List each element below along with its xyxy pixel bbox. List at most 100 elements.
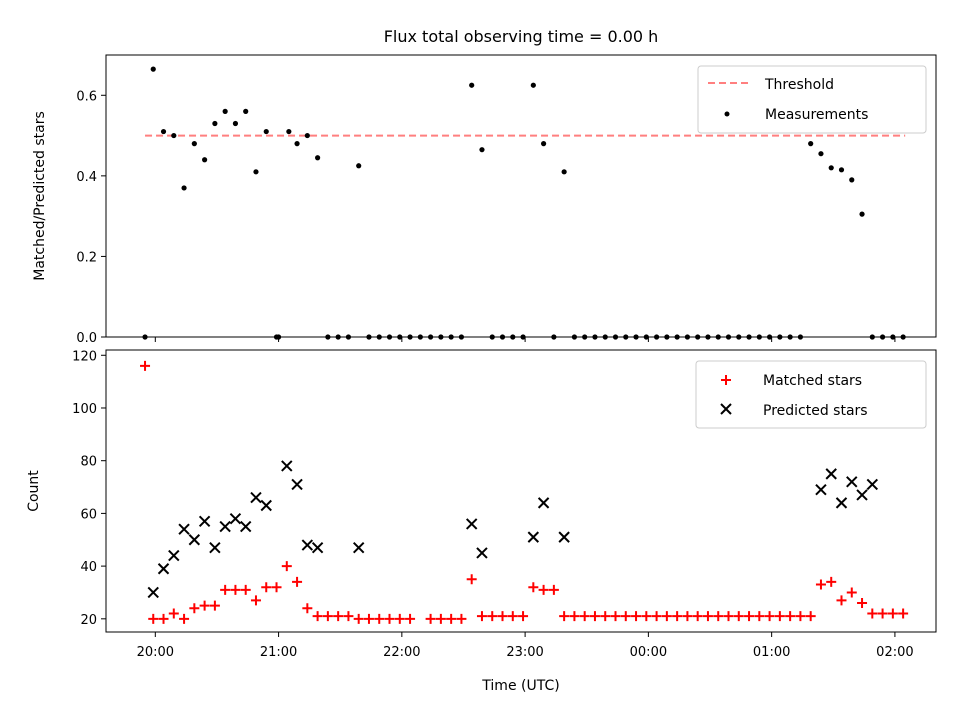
matched-star-point [435, 613, 446, 624]
matched-star-point [805, 611, 816, 622]
measurement-point [664, 334, 670, 340]
measurement-point [499, 334, 506, 340]
top-y-tick-label: 0.2 [76, 250, 97, 265]
matched-star-point [250, 595, 261, 606]
legend-predicted-swatch [720, 403, 732, 415]
predicted-star-point [856, 489, 868, 501]
matched-star-point [579, 611, 590, 622]
matched-star-point [363, 613, 374, 624]
top-y-tick-label: 0.0 [76, 331, 97, 346]
bottom-x-tick-label: 23:00 [506, 645, 543, 660]
predicted-star-point [846, 476, 858, 488]
measurement-point [725, 334, 732, 340]
matched-star-point [682, 611, 693, 622]
matched-star-point [405, 613, 416, 624]
measurement-point [838, 167, 845, 173]
matched-star-point [702, 611, 713, 622]
matched-star-point [374, 613, 385, 624]
predicted-star-point [250, 491, 262, 504]
top-plot-marks [142, 66, 906, 340]
measurement-point [489, 334, 495, 340]
matched-star-point [887, 608, 898, 619]
measurement-point [623, 334, 629, 340]
measurement-point [160, 128, 167, 135]
matched-star-point [497, 611, 508, 622]
measurement-point [561, 169, 567, 175]
measurement-point [808, 141, 814, 147]
matched-star-point [672, 611, 683, 622]
measurement-point [458, 334, 465, 340]
measurement-point [150, 66, 156, 72]
matched-star-point [292, 576, 303, 587]
predicted-star-point [281, 460, 293, 472]
measurement-point [142, 334, 148, 340]
matched-star-point [610, 611, 621, 622]
measurement-point [366, 334, 372, 340]
matched-star-point [394, 613, 405, 624]
predicted-star-point [168, 549, 180, 562]
matched-star-point [764, 611, 775, 622]
legend-measurements-label: Measurements [765, 107, 868, 123]
measurement-point [438, 334, 444, 340]
bottom-y-tick-label: 40 [80, 560, 97, 575]
matched-star-point [487, 611, 498, 622]
measurement-point [356, 163, 362, 169]
bottom-x-tick-label: 00:00 [630, 645, 667, 660]
predicted-star-point [188, 534, 201, 546]
matched-star-point [179, 613, 190, 624]
matched-star-point [322, 611, 333, 622]
matched-star-point [189, 603, 200, 614]
measurement-point [602, 334, 608, 340]
predicted-star-point [537, 497, 550, 509]
matched-star-point [140, 360, 151, 371]
matched-star-point [723, 611, 734, 622]
matched-star-point [425, 613, 436, 624]
matched-star-point [631, 611, 642, 622]
matched-star-point [343, 611, 354, 622]
matched-star-point [877, 608, 888, 619]
measurement-point [315, 155, 321, 161]
bottom-x-axis: 20:00 21:00 22:00 23:00 00:00 01:00 02:00 [137, 632, 914, 660]
bottom-x-tick-label: 20:00 [137, 645, 174, 660]
matched-star-point [713, 611, 724, 622]
measurement-point [325, 334, 331, 340]
matched-star-point [220, 584, 231, 595]
matched-star-point [518, 611, 529, 622]
measurement-point [243, 108, 249, 114]
predicted-star-point [815, 483, 827, 496]
measurement-point [428, 334, 434, 340]
measurement-point [818, 151, 824, 157]
measurement-point [746, 334, 752, 340]
matched-star-point [651, 611, 662, 622]
bottom-plot-marks [140, 360, 909, 624]
measurement-point [643, 334, 649, 340]
matched-star-point [774, 611, 785, 622]
measurement-point [828, 165, 834, 171]
measurement-point [263, 128, 269, 135]
matched-star-point [476, 611, 487, 622]
predicted-star-point [239, 520, 252, 533]
matched-star-point [548, 584, 559, 595]
bottom-plot-frame [105, 349, 937, 633]
top-legend: Threshold Measurements [697, 65, 927, 134]
top-y-tick-label: 0.6 [76, 89, 97, 104]
matched-star-point [446, 613, 457, 624]
bottom-y-axis-label: Count [26, 470, 42, 512]
measurement-point [705, 334, 711, 340]
measurement-point [530, 82, 536, 88]
legend-threshold-label: Threshold [764, 77, 834, 93]
measurement-point [592, 334, 598, 340]
predicted-star-point [198, 515, 211, 528]
measurement-point [540, 141, 547, 147]
measurement-point [766, 334, 773, 340]
matched-star-point [271, 582, 282, 593]
measurement-point [684, 334, 691, 340]
measurement-point [335, 334, 341, 340]
measurement-point [787, 334, 793, 340]
predicted-star-point [527, 531, 540, 543]
matched-star-point [333, 611, 344, 622]
measurement-point [397, 334, 403, 340]
measurement-point [859, 211, 865, 217]
matched-star-point [867, 608, 878, 619]
measurement-point [171, 132, 177, 139]
